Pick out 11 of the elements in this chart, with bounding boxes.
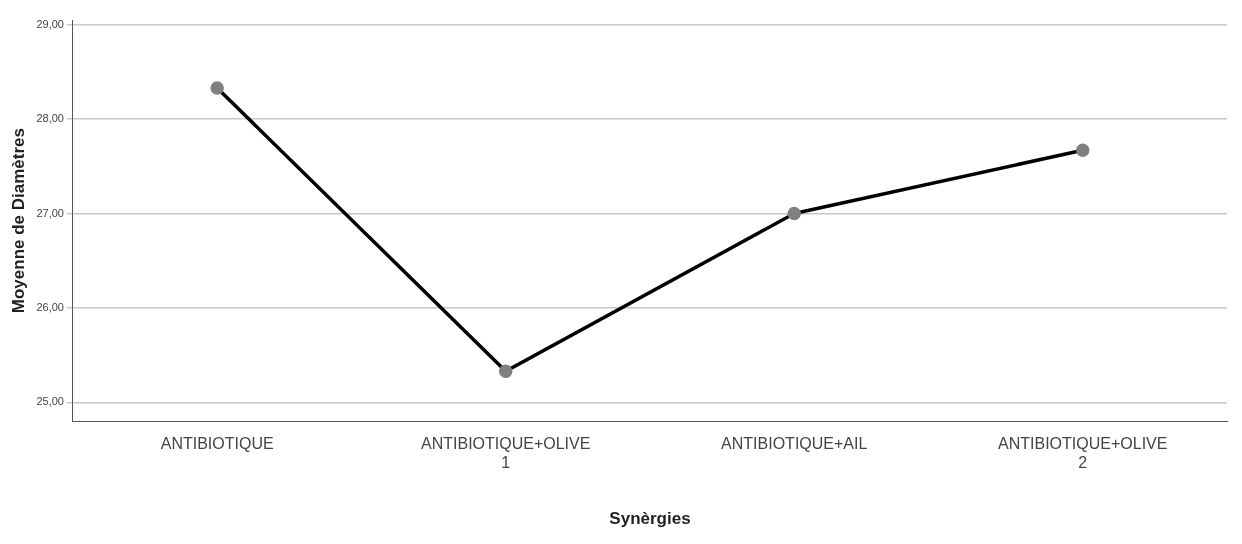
y-tick-label: 25,00	[36, 395, 64, 408]
y-tick-label: 29,00	[36, 17, 64, 30]
y-tick-label: 28,00	[36, 112, 64, 125]
x-tick-label: ANTIBIOTIQUE	[160, 435, 274, 453]
x-axis-title: Synèrgies	[609, 509, 691, 529]
y-axis-title: Moyenne de Diamètres	[8, 128, 28, 314]
y-tick-label: 26,00	[36, 300, 64, 313]
x-tick-label: ANTIBIOTIQUE+AIL	[721, 435, 868, 453]
x-tick-label: ANTIBIOTIQUE+OLIVE 2	[998, 435, 1168, 472]
x-tick-label: ANTIBIOTIQUE+OLIVE 1	[421, 435, 591, 472]
y-tick-label: 27,00	[36, 206, 64, 219]
